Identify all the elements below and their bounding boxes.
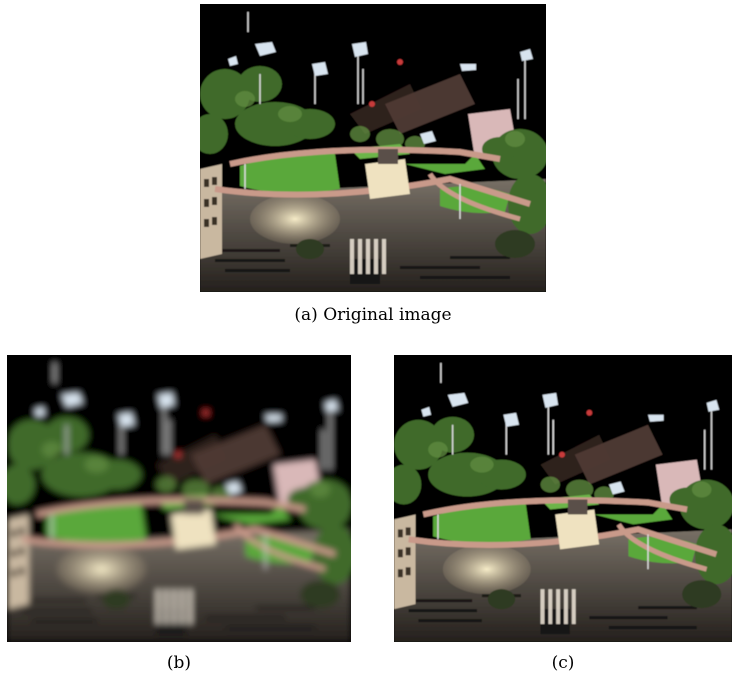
panel-b-image (7, 355, 351, 642)
caption-a: (a) Original image (294, 305, 452, 325)
panel-a-image (200, 4, 546, 292)
caption-b: (b) (166, 653, 192, 673)
caption-c: (c) (551, 653, 575, 673)
point-cloud-scene-image (394, 355, 732, 642)
panel-c-image (394, 355, 732, 642)
point-cloud-scene-image (200, 4, 546, 292)
point-cloud-scene-image (7, 355, 351, 642)
